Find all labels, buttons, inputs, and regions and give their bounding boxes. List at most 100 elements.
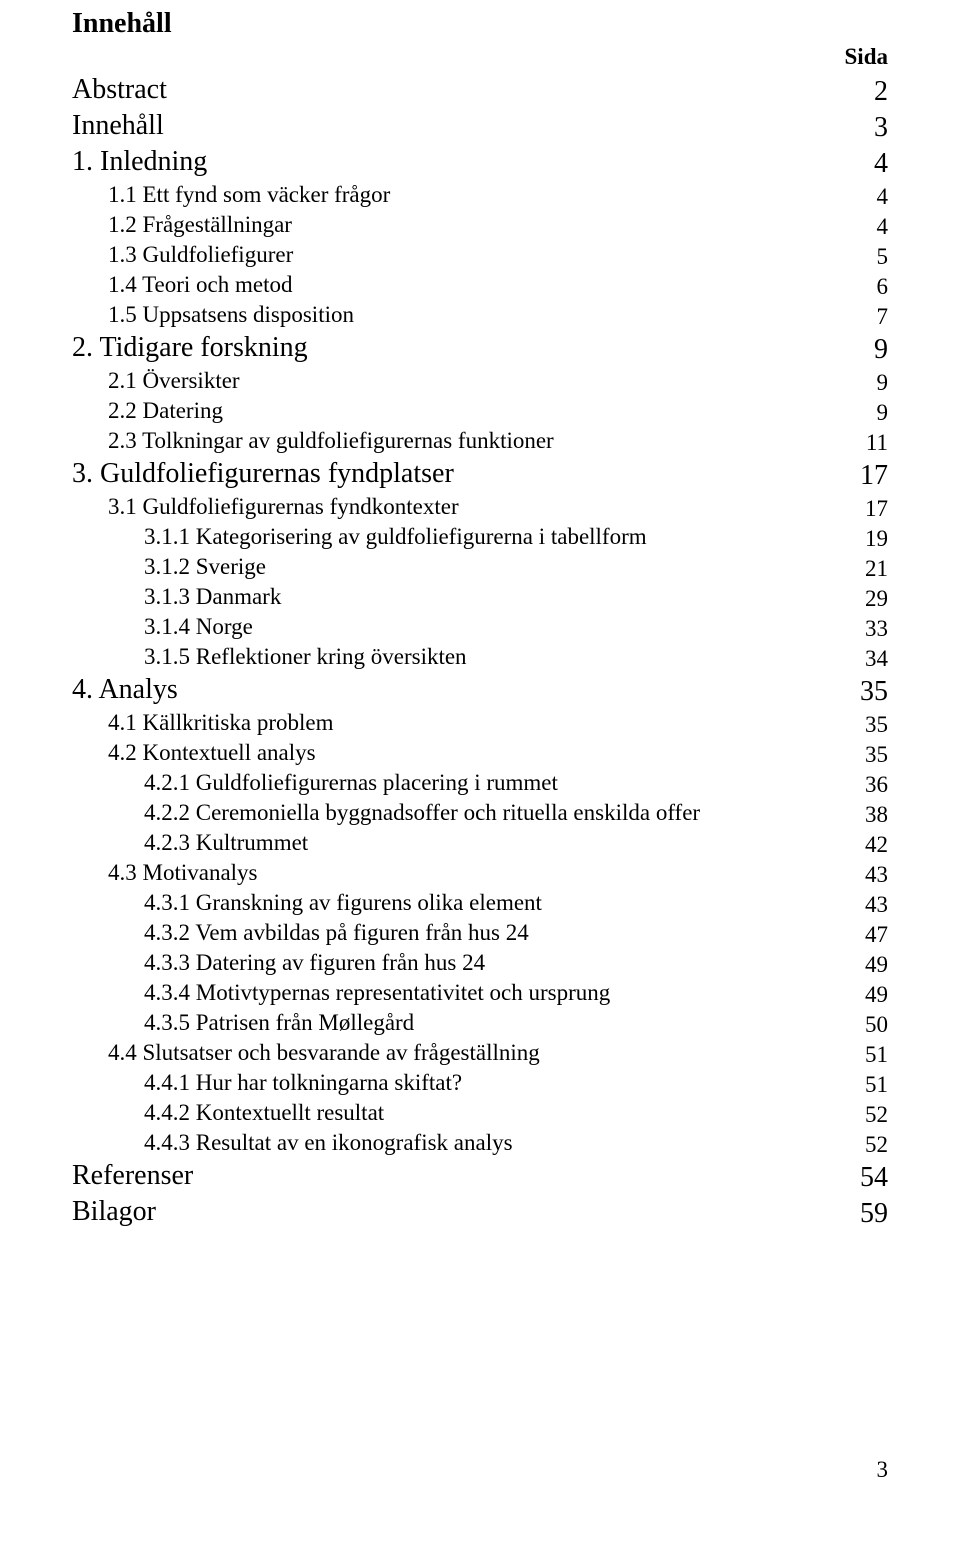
toc-row: 4.1 Källkritiska problem35: [72, 708, 888, 738]
toc-entry-label: 2. Tidigare forskning: [72, 330, 828, 366]
toc-entry-page: 51: [828, 1068, 888, 1098]
toc-row: 1. Inledning4: [72, 144, 888, 180]
toc-row: 1.2 Frågeställningar4: [72, 210, 888, 240]
toc-entry-page: 50: [828, 1008, 888, 1038]
toc-entry-label: 4.3.5 Patrisen från Møllegård: [72, 1008, 828, 1038]
toc-entry-label: 1. Inledning: [72, 144, 828, 180]
toc-entry-label: 3.1 Guldfoliefigurernas fyndkontexter: [72, 492, 828, 522]
toc-entry-page: 34: [828, 642, 888, 672]
toc-row: 2.3 Tolkningar av guldfoliefigurernas fu…: [72, 426, 888, 456]
toc-entry-page: 9: [828, 366, 888, 396]
toc-entry-label: 1.5 Uppsatsens disposition: [72, 300, 828, 330]
toc-entry-page: 7: [828, 300, 888, 330]
toc-entry-page: 38: [828, 798, 888, 828]
toc-row: 1.3 Guldfoliefigurer5: [72, 240, 888, 270]
toc-entry-page: 33: [828, 612, 888, 642]
toc-entry-label: 2.2 Datering: [72, 396, 828, 426]
toc-entry-label: Abstract: [72, 72, 828, 108]
toc-title: Innehåll: [72, 8, 888, 40]
toc-entry-label: 3.1.2 Sverige: [72, 552, 828, 582]
toc-entry-label: 2.3 Tolkningar av guldfoliefigurernas fu…: [72, 426, 828, 456]
toc-entry-label: 3.1.5 Reflektioner kring översikten: [72, 642, 828, 672]
toc-entry-label: 1.4 Teori och metod: [72, 270, 828, 300]
toc-entry-label: 4.1 Källkritiska problem: [72, 708, 828, 738]
toc-entry-page: 47: [828, 918, 888, 948]
toc-entry-page: 59: [828, 1194, 888, 1230]
toc-entry-page: 52: [828, 1128, 888, 1158]
toc-entry-label: 2.1 Översikter: [72, 366, 828, 396]
toc-table: Sida Abstract2Innehåll31. Inledning41.1 …: [72, 44, 888, 1230]
toc-row: 4.2.2 Ceremoniella byggnadsoffer och rit…: [72, 798, 888, 828]
toc-entry-label: 1.1 Ett fynd som väcker frågor: [72, 180, 828, 210]
toc-entry-page: 4: [828, 144, 888, 180]
toc-entry-page: 35: [828, 672, 888, 708]
toc-entry-page: 43: [828, 858, 888, 888]
toc-row: 3.1.5 Reflektioner kring översikten34: [72, 642, 888, 672]
toc-header-empty: [72, 44, 828, 72]
toc-entry-label: 4.2.3 Kultrummet: [72, 828, 828, 858]
toc-row: 2. Tidigare forskning9: [72, 330, 888, 366]
toc-row: 1.4 Teori och metod6: [72, 270, 888, 300]
toc-row: 4.2.3 Kultrummet42: [72, 828, 888, 858]
toc-row: 3.1.4 Norge33: [72, 612, 888, 642]
toc-entry-label: 4.2.2 Ceremoniella byggnadsoffer och rit…: [72, 798, 828, 828]
toc-row: 4.3 Motivanalys43: [72, 858, 888, 888]
toc-entry-page: 11: [828, 426, 888, 456]
toc-entry-page: 54: [828, 1158, 888, 1194]
toc-row: 4.4.2 Kontextuellt resultat52: [72, 1098, 888, 1128]
toc-entry-page: 42: [828, 828, 888, 858]
toc-entry-page: 3: [828, 108, 888, 144]
toc-entry-label: 4.2.1 Guldfoliefigurernas placering i ru…: [72, 768, 828, 798]
toc-entry-label: 4.3.2 Vem avbildas på figuren från hus 2…: [72, 918, 828, 948]
toc-entry-label: 4. Analys: [72, 672, 828, 708]
toc-entry-label: 4.4.3 Resultat av en ikonografisk analys: [72, 1128, 828, 1158]
toc-entry-label: 3. Guldfoliefigurernas fyndplatser: [72, 456, 828, 492]
toc-entry-label: 4.3.3 Datering av figuren från hus 24: [72, 948, 828, 978]
toc-row: 3. Guldfoliefigurernas fyndplatser17: [72, 456, 888, 492]
toc-entry-page: 2: [828, 72, 888, 108]
toc-entry-page: 17: [828, 492, 888, 522]
toc-entry-page: 35: [828, 708, 888, 738]
toc-row: 4.4 Slutsatser och besvarande av frågest…: [72, 1038, 888, 1068]
toc-entry-page: 35: [828, 738, 888, 768]
toc-row: Abstract2: [72, 72, 888, 108]
toc-entry-label: 4.3.4 Motivtypernas representativitet oc…: [72, 978, 828, 1008]
toc-entry-page: 9: [828, 396, 888, 426]
toc-row: 3.1.1 Kategorisering av guldfoliefigurer…: [72, 522, 888, 552]
toc-entry-page: 29: [828, 582, 888, 612]
toc-row: 3.1.2 Sverige21: [72, 552, 888, 582]
toc-entry-label: 4.3.1 Granskning av figurens olika eleme…: [72, 888, 828, 918]
footer-page-number: 3: [877, 1457, 889, 1483]
toc-row: 2.1 Översikter9: [72, 366, 888, 396]
toc-entry-label: 1.3 Guldfoliefigurer: [72, 240, 828, 270]
toc-entry-label: 4.3 Motivanalys: [72, 858, 828, 888]
toc-row: 4.3.5 Patrisen från Møllegård50: [72, 1008, 888, 1038]
toc-row: 4.4.1 Hur har tolkningarna skiftat?51: [72, 1068, 888, 1098]
toc-entry-label: 3.1.1 Kategorisering av guldfoliefigurer…: [72, 522, 828, 552]
toc-entry-label: 3.1.3 Danmark: [72, 582, 828, 612]
toc-header-row: Sida: [72, 44, 888, 72]
toc-entry-page: 5: [828, 240, 888, 270]
toc-entry-label: 4.2 Kontextuell analys: [72, 738, 828, 768]
toc-row: 3.1 Guldfoliefigurernas fyndkontexter17: [72, 492, 888, 522]
toc-row: 4.4.3 Resultat av en ikonografisk analys…: [72, 1128, 888, 1158]
toc-entry-label: 4.4.2 Kontextuellt resultat: [72, 1098, 828, 1128]
toc-entry-page: 4: [828, 180, 888, 210]
toc-row: 2.2 Datering9: [72, 396, 888, 426]
toc-row: 4.3.4 Motivtypernas representativitet oc…: [72, 978, 888, 1008]
toc-row: Bilagor59: [72, 1194, 888, 1230]
toc-entry-page: 9: [828, 330, 888, 366]
toc-entry-label: 1.2 Frågeställningar: [72, 210, 828, 240]
toc-entry-page: 17: [828, 456, 888, 492]
toc-entry-page: 19: [828, 522, 888, 552]
document-page: Innehåll Sida Abstract2Innehåll31. Inled…: [0, 0, 960, 1543]
toc-row: 4.3.1 Granskning av figurens olika eleme…: [72, 888, 888, 918]
toc-row: 3.1.3 Danmark29: [72, 582, 888, 612]
toc-entry-label: 4.4 Slutsatser och besvarande av frågest…: [72, 1038, 828, 1068]
toc-row: 4.2.1 Guldfoliefigurernas placering i ru…: [72, 768, 888, 798]
toc-header-page: Sida: [828, 44, 888, 72]
toc-entry-page: 52: [828, 1098, 888, 1128]
toc-row: Referenser54: [72, 1158, 888, 1194]
toc-entry-label: Bilagor: [72, 1194, 828, 1230]
toc-entry-label: 4.4.1 Hur har tolkningarna skiftat?: [72, 1068, 828, 1098]
